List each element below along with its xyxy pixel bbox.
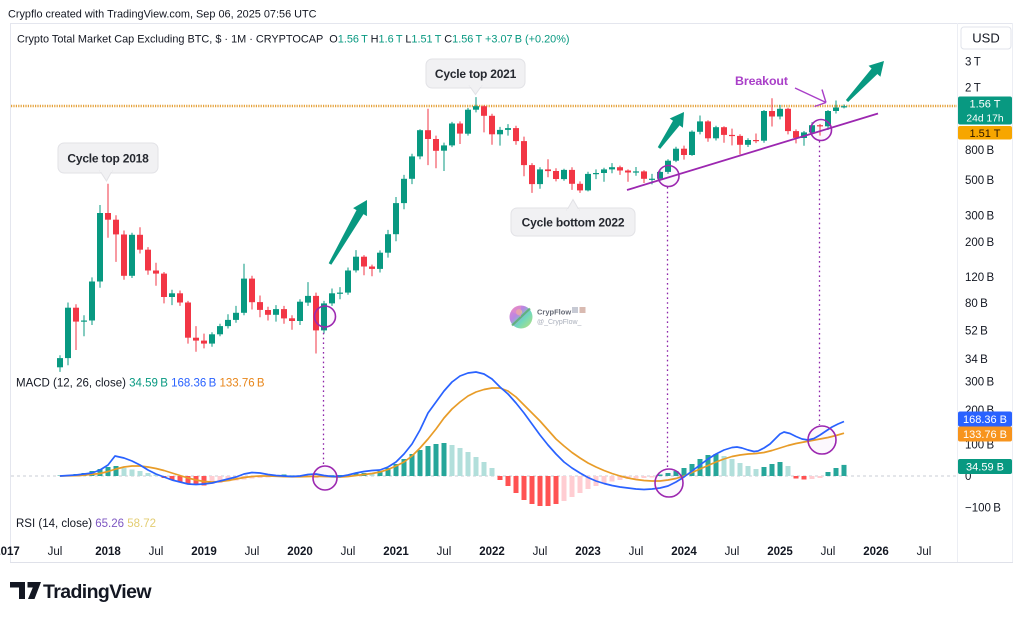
svg-text:Cycle top 2021: Cycle top 2021 xyxy=(435,67,517,81)
svg-text:2021: 2021 xyxy=(383,546,409,558)
svg-text:2024: 2024 xyxy=(671,546,697,558)
svg-text:2026: 2026 xyxy=(863,546,889,558)
svg-text:Jul: Jul xyxy=(149,546,164,558)
svg-text:200 B: 200 B xyxy=(965,237,994,249)
svg-text:34 B: 34 B xyxy=(965,354,988,366)
svg-text:Jul: Jul xyxy=(245,546,260,558)
svg-text:1.56 T: 1.56 T xyxy=(970,99,1001,111)
svg-text:300 B: 300 B xyxy=(965,211,994,223)
svg-text:3 T: 3 T xyxy=(965,57,981,69)
svg-text:100 B: 100 B xyxy=(965,440,994,452)
svg-text:CrypFlow: CrypFlow xyxy=(537,308,571,317)
svg-text:2020: 2020 xyxy=(287,546,313,558)
svg-text:Cycle top 2018: Cycle top 2018 xyxy=(67,152,149,166)
svg-text:2017: 2017 xyxy=(0,546,20,558)
svg-text:2023: 2023 xyxy=(575,546,601,558)
svg-text:Jul: Jul xyxy=(725,546,740,558)
svg-text:Crypflo created with TradingVi: Crypflo created with TradingView.com, Se… xyxy=(8,9,317,21)
svg-text:MACD (12, 26, close) 34.59 B 1: MACD (12, 26, close) 34.59 B 168.36 B 13… xyxy=(16,378,265,390)
svg-text:300 B: 300 B xyxy=(965,377,994,389)
svg-text:2018: 2018 xyxy=(95,546,121,558)
svg-text:Jul: Jul xyxy=(533,546,548,558)
svg-text:Breakout: Breakout xyxy=(735,74,788,88)
svg-text:800 B: 800 B xyxy=(965,145,994,157)
svg-text:0: 0 xyxy=(965,471,971,483)
svg-text:Jul: Jul xyxy=(629,546,644,558)
svg-text:@_CrypFlow_: @_CrypFlow_ xyxy=(537,319,582,326)
svg-text:Jul: Jul xyxy=(821,546,836,558)
svg-text:TradingView: TradingView xyxy=(43,581,152,603)
svg-text:Jul: Jul xyxy=(48,546,63,558)
svg-text:2019: 2019 xyxy=(191,546,217,558)
svg-text:2025: 2025 xyxy=(767,546,793,558)
svg-text:24d 17h: 24d 17h xyxy=(966,114,1003,125)
svg-text:Cycle bottom 2022: Cycle bottom 2022 xyxy=(522,216,625,230)
svg-text:USD: USD xyxy=(972,31,999,46)
svg-text:2022: 2022 xyxy=(479,546,505,558)
svg-text:80 B: 80 B xyxy=(965,298,988,310)
svg-text:Jul: Jul xyxy=(341,546,356,558)
svg-text:1.51 T: 1.51 T xyxy=(970,128,1001,140)
svg-text:−100 B: −100 B xyxy=(965,503,1001,515)
svg-text:Crypto Total Market Cap Exclud: Crypto Total Market Cap Excluding BTC, $… xyxy=(17,34,570,46)
svg-text:Jul: Jul xyxy=(437,546,452,558)
svg-text:52 B: 52 B xyxy=(965,326,988,338)
svg-text:34.59 B: 34.59 B xyxy=(966,462,1004,474)
svg-text:Jul: Jul xyxy=(917,546,932,558)
svg-text:133.76 B: 133.76 B xyxy=(963,429,1007,441)
svg-text:120 B: 120 B xyxy=(965,272,994,284)
svg-text:2 T: 2 T xyxy=(965,83,981,95)
svg-text:168.36 B: 168.36 B xyxy=(963,414,1007,426)
svg-text:500 B: 500 B xyxy=(965,175,994,187)
svg-text:RSI (14, close) 65.26 58.72: RSI (14, close) 65.26 58.72 xyxy=(16,518,156,530)
